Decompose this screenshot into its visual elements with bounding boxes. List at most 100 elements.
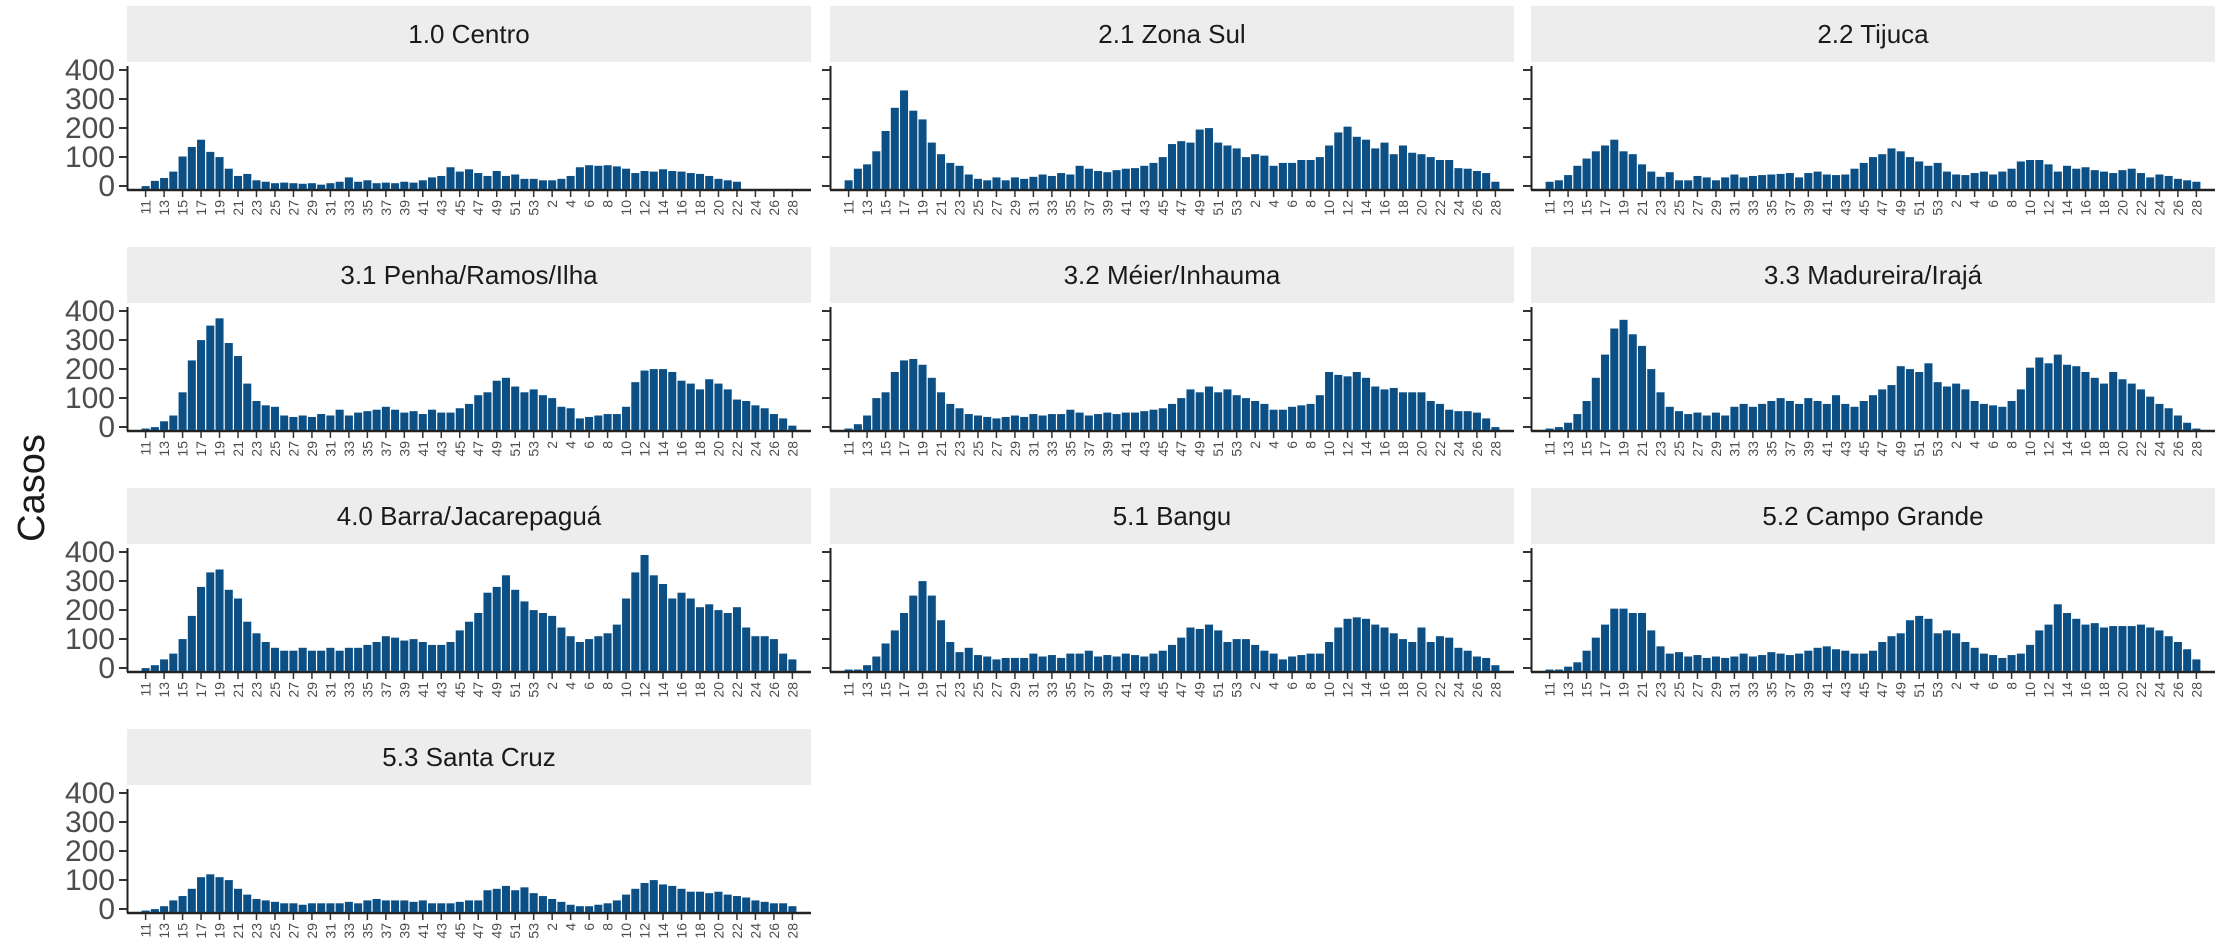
bar bbox=[983, 656, 992, 671]
x-tick-label: 45 bbox=[1155, 682, 1171, 698]
x-tick-label: 39 bbox=[396, 200, 412, 216]
x-tick-label: 24 bbox=[747, 441, 763, 457]
bar bbox=[1674, 411, 1683, 430]
x-tick-label: 12 bbox=[637, 441, 653, 457]
bar bbox=[409, 901, 418, 912]
x-tick-label: 53 bbox=[1229, 441, 1245, 457]
bar bbox=[1269, 653, 1278, 671]
bar bbox=[538, 395, 547, 430]
x-tick-label: 17 bbox=[193, 441, 209, 457]
x-tick-label: 11 bbox=[138, 682, 154, 697]
x-tick-label: 35 bbox=[359, 923, 375, 939]
bar bbox=[927, 595, 936, 671]
bar bbox=[1979, 653, 1988, 671]
x-tick-label: 11 bbox=[138, 200, 154, 215]
bar bbox=[1408, 152, 1417, 189]
bar bbox=[1767, 652, 1776, 671]
bar bbox=[381, 406, 390, 430]
bar bbox=[1278, 162, 1287, 189]
bar bbox=[1989, 174, 1998, 189]
bar bbox=[169, 653, 178, 671]
bar bbox=[1057, 414, 1066, 430]
bar bbox=[2026, 160, 2035, 189]
bar bbox=[1112, 414, 1121, 430]
bar bbox=[2016, 161, 2025, 189]
bar bbox=[668, 885, 677, 912]
bar bbox=[566, 408, 575, 430]
bar bbox=[936, 154, 946, 189]
x-tick-label: 24 bbox=[2151, 200, 2167, 216]
bar bbox=[2053, 171, 2062, 189]
bar bbox=[187, 615, 196, 671]
bar bbox=[1952, 383, 1961, 430]
x-tick-label: 19 bbox=[1616, 682, 1632, 698]
x-tick-label: 25 bbox=[970, 200, 986, 216]
x-tick-label: 4 bbox=[1266, 200, 1282, 208]
x-tick-label: 45 bbox=[1856, 441, 1872, 457]
bar bbox=[2016, 653, 2025, 671]
x-tick-label: 33 bbox=[1745, 682, 1761, 698]
x-tick-label: 39 bbox=[396, 923, 412, 939]
bar bbox=[1195, 628, 1204, 671]
bar bbox=[464, 900, 474, 912]
bar bbox=[723, 389, 732, 430]
bar bbox=[844, 428, 853, 430]
bar bbox=[844, 669, 853, 671]
bar bbox=[1103, 655, 1112, 671]
bar bbox=[1924, 165, 1933, 189]
bar bbox=[1362, 618, 1371, 671]
bar bbox=[418, 900, 427, 912]
bar bbox=[723, 894, 732, 912]
bar bbox=[1656, 646, 1665, 671]
x-tick-label: 27 bbox=[285, 200, 301, 216]
bar bbox=[1029, 414, 1038, 430]
bar bbox=[612, 900, 621, 912]
x-tick-label: 23 bbox=[248, 200, 264, 216]
y-tick-label: 300 bbox=[65, 324, 115, 357]
facet-title: 5.1 Bangu bbox=[1113, 501, 1232, 531]
x-tick-label: 53 bbox=[526, 923, 542, 939]
bar bbox=[1362, 139, 1371, 189]
bar bbox=[1841, 174, 1850, 189]
facet-title: 3.2 Méier/Inhauma bbox=[1064, 260, 1281, 290]
bar bbox=[863, 415, 872, 430]
x-tick-label: 2 bbox=[544, 682, 560, 690]
bar bbox=[1721, 177, 1730, 189]
bar bbox=[501, 377, 510, 430]
x-tick-label: 35 bbox=[1062, 441, 1078, 457]
bar bbox=[233, 888, 243, 912]
bar bbox=[946, 642, 955, 671]
x-tick-label: 2 bbox=[1247, 441, 1263, 449]
x-tick-label: 17 bbox=[1597, 682, 1613, 698]
bar bbox=[160, 906, 169, 912]
x-tick-label: 25 bbox=[267, 682, 283, 698]
y-tick-label: 0 bbox=[98, 652, 115, 685]
bar bbox=[1711, 656, 1720, 671]
bar bbox=[261, 900, 270, 912]
x-tick-label: 29 bbox=[1708, 441, 1724, 457]
facet-title: 5.3 Santa Cruz bbox=[382, 742, 555, 772]
x-tick-label: 24 bbox=[1450, 682, 1466, 698]
bar bbox=[1545, 428, 1554, 430]
facet-title: 5.2 Campo Grande bbox=[1762, 501, 1983, 531]
bar bbox=[2063, 165, 2072, 189]
bar bbox=[2118, 170, 2127, 189]
x-tick-label: 31 bbox=[322, 441, 338, 457]
bar bbox=[1832, 649, 1841, 671]
x-tick-label: 26 bbox=[1469, 200, 1485, 216]
bar bbox=[594, 415, 603, 430]
bar bbox=[1463, 411, 1472, 430]
bar bbox=[1417, 154, 1426, 189]
bar bbox=[1804, 650, 1813, 671]
bar bbox=[1545, 181, 1554, 189]
facet-strip bbox=[1531, 488, 2215, 544]
bar bbox=[1057, 657, 1066, 671]
x-tick-label: 43 bbox=[433, 682, 449, 698]
bar bbox=[2183, 422, 2192, 430]
x-tick-label: 47 bbox=[470, 200, 486, 216]
bar bbox=[150, 665, 159, 671]
bar bbox=[280, 650, 289, 671]
bar bbox=[955, 408, 964, 430]
x-tick-label: 43 bbox=[1136, 441, 1152, 457]
bar bbox=[659, 584, 668, 671]
